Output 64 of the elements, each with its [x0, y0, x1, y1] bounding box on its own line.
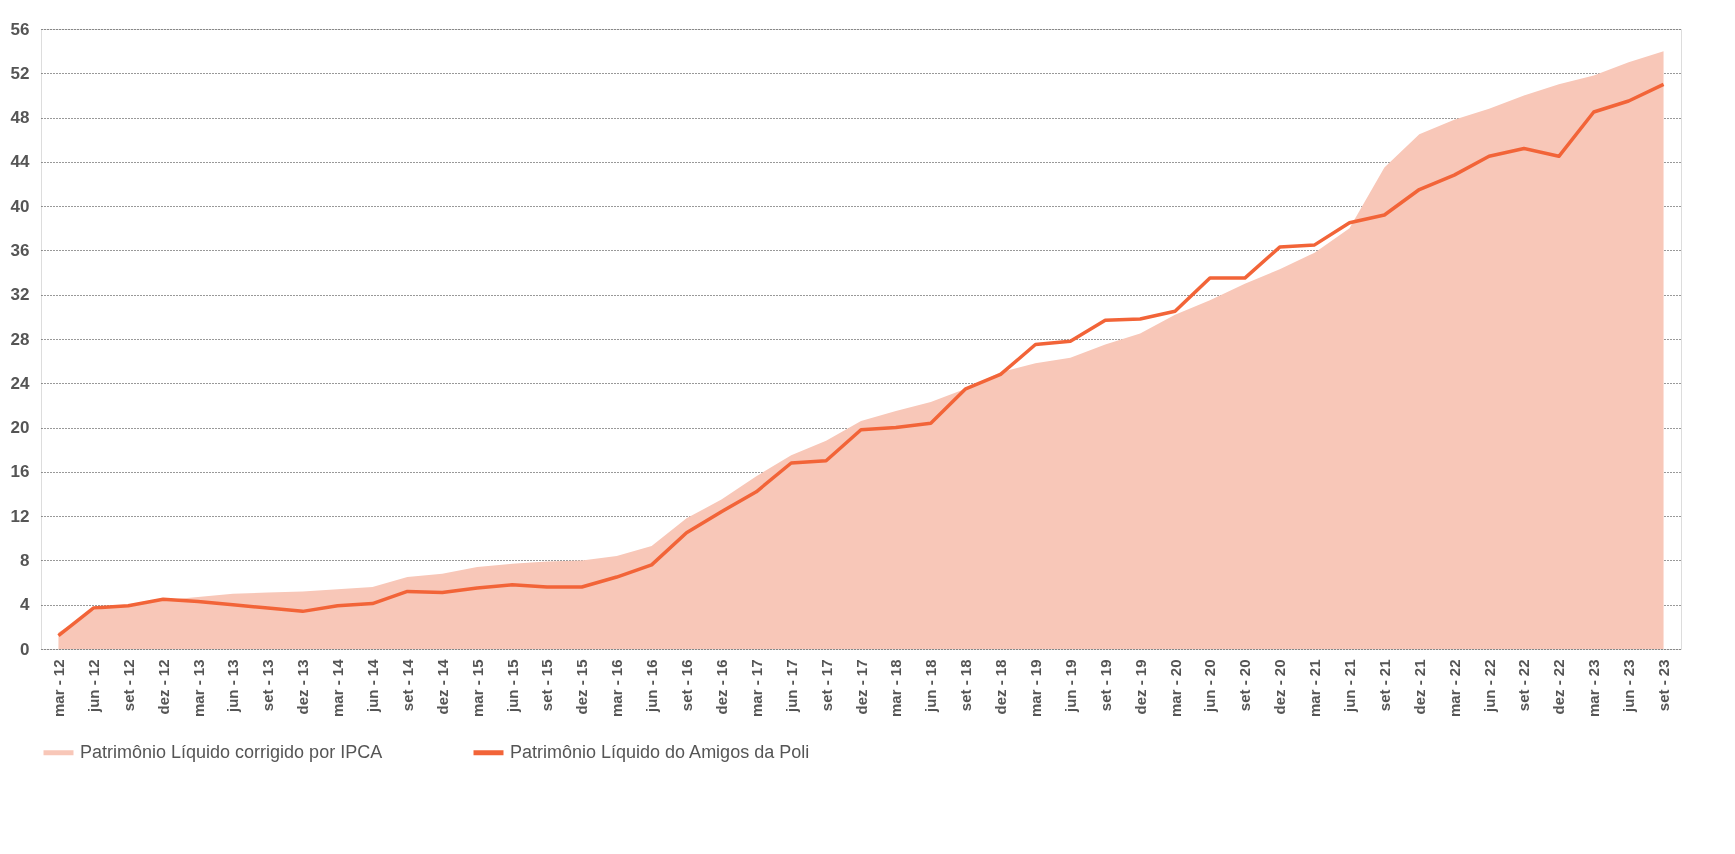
x-tick-label: jun - 20 — [1201, 659, 1219, 714]
x-tick-label: mar - 19 — [1026, 659, 1044, 718]
y-tick-label: 16 — [10, 462, 30, 482]
y-tick-label: 40 — [10, 196, 30, 216]
x-tick-label: dez - 22 — [1550, 659, 1568, 715]
x-tick-label: set - 23 — [1655, 659, 1673, 712]
x-tick-label: mar - 18 — [887, 659, 905, 718]
y-tick-label: 8 — [20, 550, 30, 570]
x-tick-label: jun - 13 — [224, 659, 242, 714]
y-tick-label: 28 — [10, 329, 30, 349]
x-tick-label: dez - 12 — [154, 659, 172, 715]
y-tick-label: 24 — [10, 373, 31, 393]
x-tick-label: jun - 17 — [782, 659, 800, 714]
x-tick-label: dez - 17 — [852, 659, 870, 715]
x-tick-label: mar - 16 — [608, 659, 626, 718]
y-tick-label: 0 — [20, 639, 30, 659]
x-tick-label: mar - 12 — [49, 659, 67, 718]
y-tick-label: 48 — [10, 108, 30, 128]
x-tick-label: set - 20 — [1236, 659, 1254, 712]
x-tick-label: set - 14 — [398, 658, 416, 712]
x-tick-label: mar - 17 — [747, 659, 765, 718]
x-tick-label: jun - 12 — [84, 659, 102, 714]
x-tick-label: dez - 20 — [1271, 659, 1289, 715]
legend-label: Patrimônio Líquido corrigido por IPCA — [80, 741, 383, 762]
y-tick-label: 4 — [20, 595, 31, 615]
y-tick-label: 12 — [10, 506, 30, 526]
x-tick-label: mar - 13 — [189, 659, 207, 718]
x-tick-label: mar - 22 — [1445, 659, 1463, 718]
x-tick-label: dez - 21 — [1410, 659, 1428, 715]
y-tick-label: 52 — [10, 63, 30, 83]
x-tick-label: mar - 23 — [1585, 659, 1603, 718]
legend-label: Patrimônio Líquido do Amigos da Poli — [510, 741, 810, 762]
x-tick-label: jun - 21 — [1341, 659, 1359, 714]
x-tick-label: jun - 18 — [922, 659, 940, 714]
y-tick-label: 20 — [10, 418, 30, 438]
x-tick-label: jun - 16 — [643, 659, 661, 714]
x-tick-label: set - 16 — [678, 659, 696, 712]
x-tick-label: set - 18 — [957, 659, 975, 712]
x-tick-label: jun - 22 — [1480, 659, 1498, 714]
x-tick-label: set - 15 — [538, 659, 556, 712]
x-tick-label: set - 12 — [119, 659, 137, 712]
x-tick-label: jun - 14 — [363, 658, 381, 714]
x-tick-label: set - 17 — [817, 659, 835, 712]
x-tick-label: dez - 14 — [433, 658, 451, 715]
x-tick-label: dez - 19 — [1131, 659, 1149, 715]
y-tick-label: 36 — [10, 240, 30, 260]
x-tick-label: jun - 23 — [1620, 659, 1638, 714]
x-tick-label: dez - 16 — [712, 659, 730, 715]
x-tick-label: mar - 20 — [1166, 659, 1184, 718]
x-tick-label: set - 13 — [259, 659, 277, 712]
x-tick-label: dez - 18 — [992, 659, 1010, 715]
y-tick-label: 56 — [10, 19, 30, 39]
x-tick-label: jun - 19 — [1061, 659, 1079, 714]
x-tick-label: mar - 14 — [329, 658, 347, 718]
x-tick-label: set - 21 — [1375, 659, 1393, 712]
x-tick-label: jun - 15 — [503, 659, 521, 714]
x-tick-label: dez - 15 — [573, 659, 591, 715]
y-tick-label: 32 — [10, 285, 30, 305]
y-tick-label: 44 — [10, 152, 31, 172]
x-tick-label: dez - 13 — [294, 659, 312, 715]
x-tick-label: set - 22 — [1515, 659, 1533, 712]
x-tick-label: mar - 15 — [468, 659, 486, 718]
x-tick-label: set - 19 — [1096, 659, 1114, 712]
x-tick-label: mar - 21 — [1306, 659, 1324, 718]
